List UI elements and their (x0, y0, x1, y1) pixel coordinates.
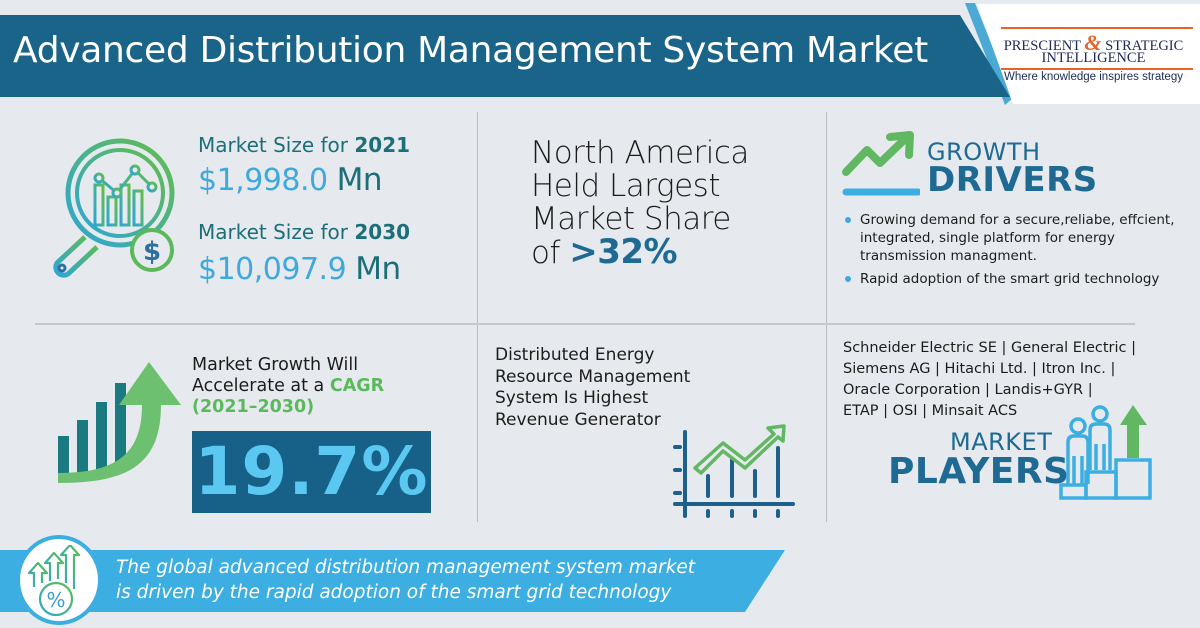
cagr-description: Market Growth Will Accelerate at a CAGR … (192, 355, 384, 418)
list-item: Rapid adoption of the smart grid technol… (842, 270, 1192, 288)
growth-title-light: GROWTH (927, 138, 1041, 166)
percent-growth-arrows-icon: % (24, 543, 94, 620)
segment-line1: Distributed Energy (495, 345, 655, 365)
cagr-value: 19.7% (194, 433, 429, 510)
logo-word-strategic: STRATEGIC (1105, 38, 1184, 54)
footer-line2: is driven by the rapid adoption of the s… (116, 582, 672, 603)
cagr-line1: Market Growth Will (192, 355, 359, 375)
list-item: Growing demand for a secure,reliabe, eff… (842, 211, 1192, 265)
label-text: Market Size for (198, 133, 355, 157)
segment-description: Distributed Energy Resource Management S… (495, 345, 690, 431)
cagr-value-box (192, 431, 431, 513)
label-text: Market Size for (198, 220, 355, 244)
divider-horizontal (35, 323, 1135, 325)
footer-summary: The global advanced distribution managem… (116, 555, 695, 605)
cagr-prefix: Accelerate at a (192, 376, 330, 396)
footer-banner (0, 550, 785, 612)
logo-box (977, 4, 1200, 104)
growth-title-bold: DRIVERS (927, 160, 1098, 200)
segment-line3: System Is Highest (495, 388, 649, 408)
cagr-period: (2021–2030) (192, 397, 315, 417)
divider-vertical-2 (826, 112, 827, 522)
logo-word-prescient: PRESCIENT (1003, 38, 1081, 54)
cagr-line2: Accelerate at a CAGR (192, 376, 384, 397)
ampersand-logo-icon: & (1084, 30, 1102, 55)
footer-icon-circle (16, 535, 102, 625)
market-players-list: Schneider Electric SE | General Electric… (843, 338, 1136, 422)
region-prefix: of (531, 235, 570, 271)
divider-vertical-1 (477, 112, 478, 522)
market-size-2030-label: Market Size for 2030 (198, 220, 410, 244)
players-title-light: MARKET (950, 428, 1053, 456)
podium-people-arrow-icon (1058, 400, 1158, 500)
players-line: Oracle Corporation | Landis+GYR | (843, 382, 1093, 398)
market-size-2030-value: $10,097.9 Mn (198, 251, 401, 287)
logo-bottom-rule (1001, 68, 1193, 70)
value-2021: $1,998.0 (198, 163, 328, 198)
region-share-value: >32% (569, 232, 678, 272)
region-line3: Market Share (531, 201, 731, 237)
trend-up-arrow-icon (840, 130, 922, 200)
cagr-label: CAGR (329, 376, 385, 396)
bar-chart-growth-arrow-icon (55, 355, 185, 485)
svg-text:$: $ (143, 237, 161, 267)
segment-line2: Resource Management (495, 366, 691, 387)
market-size-2021-label: Market Size for 2021 (198, 133, 410, 157)
growth-drivers-list: Growing demand for a secure,reliabe, eff… (842, 211, 1192, 293)
region-line4: of >32% (531, 235, 749, 271)
players-line: Siemens AG | Hitachi Ltd. | Itron Inc. | (843, 361, 1116, 377)
year-2030: 2030 (354, 220, 411, 244)
page-title: Advanced Distribution Management System … (13, 30, 928, 71)
logo-line2: INTELLIGENCE (1041, 50, 1146, 66)
line-bar-chart-icon (670, 410, 800, 525)
region-share-block: North America Held Largest Market Share … (531, 137, 749, 270)
players-title-bold: PLAYERS (888, 451, 1070, 492)
segment-line4: Revenue Generator (495, 409, 661, 430)
logo-line1: PRESCIENT & STRATEGIC (986, 30, 1200, 56)
svg-text:%: % (46, 588, 65, 612)
magnifier-chart-dollar-icon: $ (35, 135, 180, 280)
header-bar (0, 15, 1010, 97)
players-line: ETAP | OSI | Minsait ACS (843, 403, 1018, 419)
players-line: Schneider Electric SE | General Electric… (843, 340, 1136, 356)
market-size-2021-value: $1,998.0 Mn (198, 162, 383, 198)
unit-mn: Mn (336, 162, 383, 198)
region-line1: North America (531, 135, 749, 171)
logo-tagline: Where knowledge inspires strategy (1004, 71, 1183, 83)
year-2021: 2021 (354, 133, 411, 157)
region-line2: Held Largest (531, 168, 720, 204)
footer-line1: The global advanced distribution managem… (116, 557, 696, 578)
logo-top-rule (1001, 27, 1193, 29)
value-2030: $10,097.9 (198, 252, 347, 287)
unit-mn: Mn (355, 251, 401, 287)
